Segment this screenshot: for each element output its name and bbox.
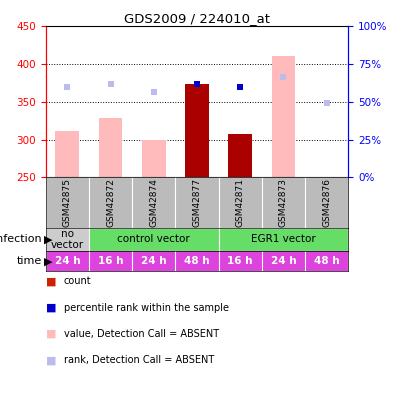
Text: rank, Detection Call = ABSENT: rank, Detection Call = ABSENT [64, 356, 214, 365]
Text: infection: infection [0, 234, 42, 245]
Bar [219, 228, 348, 251]
Text: ▶: ▶ [44, 256, 52, 266]
Text: count: count [64, 277, 91, 286]
Text: 24 h: 24 h [55, 256, 80, 266]
Text: ■: ■ [46, 329, 56, 339]
Text: 48 h: 48 h [184, 256, 210, 266]
Text: GSM42873: GSM42873 [279, 178, 288, 227]
Bar [55, 131, 79, 177]
Text: 24 h: 24 h [141, 256, 167, 266]
Bar [46, 228, 89, 251]
Text: GSM42872: GSM42872 [106, 178, 115, 227]
Bar [271, 56, 295, 177]
Text: GSM42875: GSM42875 [63, 178, 72, 227]
Text: GSM42876: GSM42876 [322, 178, 331, 227]
Text: ■: ■ [46, 356, 56, 365]
Text: ▶: ▶ [44, 234, 52, 245]
Text: GSM42871: GSM42871 [236, 178, 245, 227]
Text: 16 h: 16 h [98, 256, 123, 266]
Text: 48 h: 48 h [314, 256, 339, 266]
Text: 16 h: 16 h [228, 256, 253, 266]
Bar [228, 134, 252, 177]
Text: 24 h: 24 h [271, 256, 296, 266]
Text: GSM42877: GSM42877 [193, 178, 201, 227]
Bar [99, 118, 123, 177]
Text: ■: ■ [46, 303, 56, 313]
Text: value, Detection Call = ABSENT: value, Detection Call = ABSENT [64, 329, 219, 339]
Text: no
vector: no vector [51, 229, 84, 250]
Title: GDS2009 / 224010_at: GDS2009 / 224010_at [124, 12, 270, 25]
Text: GSM42874: GSM42874 [149, 178, 158, 227]
Bar [185, 85, 209, 177]
Text: ■: ■ [46, 277, 56, 286]
Bar [89, 228, 219, 251]
Text: time: time [17, 256, 42, 266]
Text: control vector: control vector [117, 234, 190, 245]
Bar [142, 140, 166, 177]
Text: EGR1 vector: EGR1 vector [251, 234, 316, 245]
Text: percentile rank within the sample: percentile rank within the sample [64, 303, 229, 313]
